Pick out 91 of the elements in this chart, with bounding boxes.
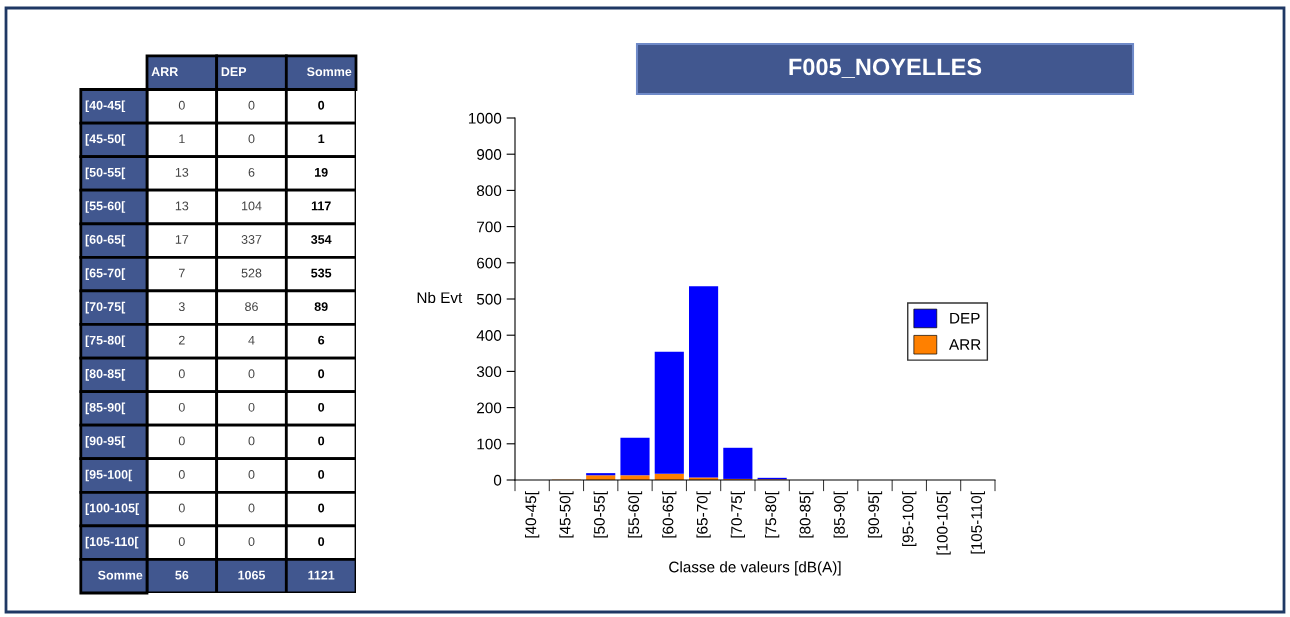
chart-title: F005_NOYELLES xyxy=(789,58,982,78)
x-tick-label: [75-80[ xyxy=(765,491,780,538)
y-tick-label: [60-65[ xyxy=(85,234,126,247)
y-tick-label: 400 xyxy=(476,330,502,341)
data-label: 0 xyxy=(248,537,255,547)
y-tick-label: [90-95[ xyxy=(85,436,126,448)
data-label: 17 xyxy=(175,235,189,244)
y-tick-label: [95-100[ xyxy=(85,469,133,482)
data-label: 13 xyxy=(175,167,189,177)
data-label: 0 xyxy=(318,402,325,412)
data-label: 0 xyxy=(178,100,185,110)
x-tick-label: [40-45[ xyxy=(525,491,540,538)
legend-label: ARR xyxy=(949,339,981,350)
data-label: 0 xyxy=(248,100,255,110)
y-tick-label: [65-70[ xyxy=(85,268,126,280)
data-label: 19 xyxy=(315,167,328,177)
data-label: 6 xyxy=(318,335,325,345)
data-label: 354 xyxy=(311,235,332,244)
x-tick-label: [60-65[ xyxy=(662,491,677,538)
x-tick-label: DEP xyxy=(221,67,247,76)
y-tick-label: [70-75[ xyxy=(85,301,126,314)
y-tick-label: [75-80[ xyxy=(85,335,126,348)
x-tick-label: [100-105[ xyxy=(936,491,951,555)
data-label: 13 xyxy=(175,201,189,211)
data-label: 7 xyxy=(179,268,185,278)
data-label: 4 xyxy=(248,335,255,345)
y-tick-label: [80-85[ xyxy=(85,368,126,381)
data-label: 0 xyxy=(178,503,185,513)
data-label: 0 xyxy=(178,470,185,479)
data-label: 1121 xyxy=(308,570,335,580)
data-label: 0 xyxy=(178,537,185,547)
data-label: 1 xyxy=(318,134,325,144)
y-tick-label: 700 xyxy=(477,221,502,233)
data-label: 0 xyxy=(318,503,325,513)
x-tick-label: [95-100[ xyxy=(902,491,917,547)
data-label: 1 xyxy=(179,134,185,144)
y-tick-label: [40-45[ xyxy=(85,100,126,113)
data-label: 0 xyxy=(178,369,185,379)
data-label: 0 xyxy=(318,436,325,446)
x-tick-label: [105-110[ xyxy=(970,491,985,554)
x-tick-label: [85-90[ xyxy=(833,491,848,538)
data-label: 6 xyxy=(248,167,255,177)
x-tick-label: [55-60[ xyxy=(627,491,643,538)
data-label: 0 xyxy=(318,100,325,110)
data-label: 528 xyxy=(241,268,262,278)
data-label: 0 xyxy=(178,436,185,446)
y-tick-label: 800 xyxy=(476,185,502,197)
x-tick-label: [90-95[ xyxy=(867,491,883,538)
y-tick-label: [45-50[ xyxy=(85,134,126,146)
data-label: 2 xyxy=(178,335,185,345)
y-tick-label: 300 xyxy=(476,366,502,378)
data-label: 89 xyxy=(314,302,328,312)
data-label: 337 xyxy=(241,235,262,244)
x-tick-label: [65-70[ xyxy=(696,491,711,538)
x-tick-label: [50-55[ xyxy=(593,491,608,538)
data-label: 0 xyxy=(318,470,325,479)
y-tick-label: 600 xyxy=(477,257,502,269)
y-tick-label: [55-60[ xyxy=(85,201,126,213)
y-tick-label: 200 xyxy=(477,402,502,414)
x-tick-label: [70-75[ xyxy=(730,491,745,538)
x-tick-label: [45-50[ xyxy=(559,491,574,538)
x-tick-label: [80-85[ xyxy=(799,491,814,538)
data-label: 3 xyxy=(178,302,185,312)
data-label: 56 xyxy=(175,570,189,580)
data-label: 104 xyxy=(242,201,262,211)
data-label: 0 xyxy=(178,402,185,412)
x-tick-label: Somme xyxy=(307,67,352,77)
y-tick-label: 100 xyxy=(477,438,502,450)
legend-label: DEP xyxy=(950,312,980,324)
y-tick-label: Somme xyxy=(98,570,143,580)
data-label: 0 xyxy=(248,503,255,513)
x-axis-title: Classe de valeurs [dB(A)] xyxy=(669,561,841,576)
data-label: 86 xyxy=(245,302,258,312)
data-label: 0 xyxy=(318,537,325,547)
data-label: 117 xyxy=(311,201,331,211)
data-label: 0 xyxy=(248,134,255,144)
data-label: 535 xyxy=(311,268,332,278)
y-tick-label: 500 xyxy=(476,293,502,305)
data-label: 1065 xyxy=(238,570,266,580)
data-label: 0 xyxy=(248,436,255,446)
data-label: 0 xyxy=(248,402,255,412)
y-tick-label: [85-90[ xyxy=(85,402,126,415)
x-tick-label: ARR xyxy=(151,67,179,76)
data-label: 0 xyxy=(318,369,325,379)
data-label: 0 xyxy=(248,369,255,379)
y-tick-label: 900 xyxy=(477,149,502,160)
y-tick-label: 0 xyxy=(493,474,502,486)
y-tick-label: [50-55[ xyxy=(85,167,126,180)
y-axis-title: Nb Evt xyxy=(417,291,463,304)
data-label: 0 xyxy=(248,470,255,479)
y-tick-label: 1000 xyxy=(468,112,502,124)
